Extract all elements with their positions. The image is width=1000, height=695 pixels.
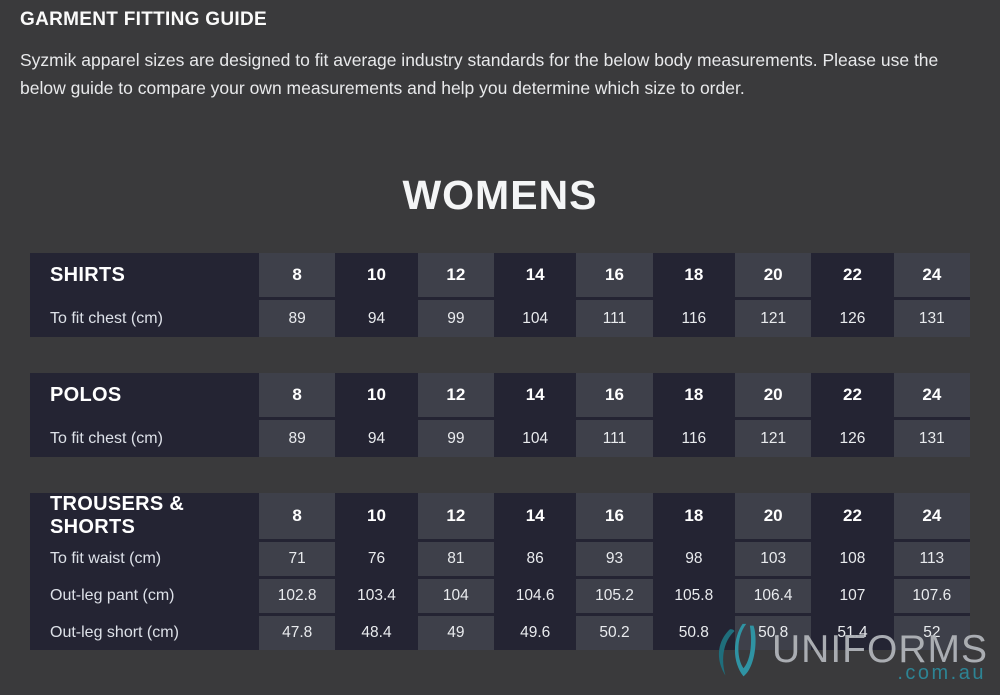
- size-header-cell: 20: [735, 493, 812, 539]
- row-label: To fit waist (cm): [30, 542, 256, 576]
- size-header-cell: 10: [338, 253, 415, 297]
- value-cell: 81: [417, 542, 494, 576]
- value-cell: 116: [655, 420, 732, 457]
- value-cell: 50.8: [735, 616, 812, 650]
- value-cell: 121: [735, 300, 812, 337]
- value-cell: 104: [417, 579, 494, 613]
- size-header-cell: 12: [417, 373, 494, 417]
- section-title-womens: WOMENS: [402, 172, 598, 218]
- value-cell: 131: [893, 300, 970, 337]
- logo-tld-text: .com.au: [897, 662, 986, 684]
- uniforms-logo: UNIFORMS .com.au: [710, 621, 988, 684]
- logo-wordmark-wrap: UNIFORMS .com.au: [772, 628, 988, 684]
- size-header-cell: 10: [338, 493, 415, 539]
- value-cell: 89: [259, 420, 336, 457]
- size-header-cell: 20: [735, 253, 812, 297]
- value-cell: 49.6: [497, 616, 574, 650]
- uniforms-u-leaf-icon: [718, 623, 756, 677]
- size-header-cell: 18: [655, 253, 732, 297]
- value-cell: 104: [497, 300, 574, 337]
- size-table-polos: POLOS 8 10 12 14 16 18 20 22 24 To fit chest (cm) 8…: [30, 373, 970, 457]
- size-header-cell: 10: [338, 373, 415, 417]
- value-cell: 106.4: [735, 579, 812, 613]
- size-header-cell: 18: [655, 373, 732, 417]
- value-cell: 111: [576, 420, 653, 457]
- size-header-cell: 12: [417, 493, 494, 539]
- value-cell: 105.2: [576, 579, 653, 613]
- size-header-cell: 18: [655, 493, 732, 539]
- page-title: GARMENT FITTING GUIDE: [20, 9, 267, 30]
- table-title: SHIRTS: [30, 253, 256, 297]
- value-cell: 52: [893, 616, 970, 650]
- value-cell: 111: [576, 300, 653, 337]
- size-header-cell: 12: [417, 253, 494, 297]
- value-cell: 48.4: [338, 616, 415, 650]
- table-title: POLOS: [30, 373, 256, 417]
- size-header-cell: 22: [814, 253, 891, 297]
- table-title: TROUSERS & SHORTS: [30, 493, 256, 539]
- size-header-cell: 16: [576, 493, 653, 539]
- value-cell: 71: [259, 542, 336, 576]
- size-header-cell: 8: [259, 493, 336, 539]
- value-cell: 103.4: [338, 579, 415, 613]
- size-header-cell: 24: [893, 493, 970, 539]
- size-header-cell: 8: [259, 253, 336, 297]
- value-cell: 107.6: [893, 579, 970, 613]
- value-cell: 98: [655, 542, 732, 576]
- value-cell: 50.8: [655, 616, 732, 650]
- value-cell: 126: [814, 300, 891, 337]
- value-cell: 108: [814, 542, 891, 576]
- value-cell: 131: [893, 420, 970, 457]
- size-table-trousers-shorts: TROUSERS & SHORTS 8 10 12 14 16 18 20 22 24 To fit…: [30, 493, 970, 650]
- value-cell: 93: [576, 542, 653, 576]
- value-cell: 50.2: [576, 616, 653, 650]
- logo-brand-text: UNIFORMS: [772, 628, 988, 671]
- value-cell: 121: [735, 420, 812, 457]
- row-label: Out-leg short (cm): [30, 616, 256, 650]
- size-header-cell: 14: [497, 253, 574, 297]
- value-cell: 94: [338, 420, 415, 457]
- row-label: To fit chest (cm): [30, 300, 256, 337]
- row-label: To fit chest (cm): [30, 420, 256, 457]
- size-header-cell: 22: [814, 493, 891, 539]
- size-header-cell: 14: [497, 373, 574, 417]
- size-header-cell: 8: [259, 373, 336, 417]
- value-cell: 47.8: [259, 616, 336, 650]
- value-cell: 86: [497, 542, 574, 576]
- value-cell: 104.6: [497, 579, 574, 613]
- size-header-cell: 16: [576, 253, 653, 297]
- value-cell: 103: [735, 542, 812, 576]
- value-cell: 51.4: [814, 616, 891, 650]
- value-cell: 49: [417, 616, 494, 650]
- intro-text: Syzmik apparel sizes are designed to fit…: [20, 50, 939, 98]
- size-header-cell: 20: [735, 373, 812, 417]
- size-header-cell: 24: [893, 253, 970, 297]
- row-label: Out-leg pant (cm): [30, 579, 256, 613]
- value-cell: 102.8: [259, 579, 336, 613]
- value-cell: 104: [497, 420, 574, 457]
- value-cell: 113: [893, 542, 970, 576]
- value-cell: 107: [814, 579, 891, 613]
- size-header-cell: 14: [497, 493, 574, 539]
- value-cell: 105.8: [655, 579, 732, 613]
- value-cell: 126: [814, 420, 891, 457]
- value-cell: 99: [417, 420, 494, 457]
- size-header-cell: 24: [893, 373, 970, 417]
- size-header-cell: 16: [576, 373, 653, 417]
- value-cell: 94: [338, 300, 415, 337]
- size-header-cell: 22: [814, 373, 891, 417]
- value-cell: 89: [259, 300, 336, 337]
- value-cell: 99: [417, 300, 494, 337]
- value-cell: 116: [655, 300, 732, 337]
- size-table-shirts: SHIRTS 8 10 12 14 16 18 20 22 24 To fit chest (cm)…: [30, 253, 970, 337]
- value-cell: 76: [338, 542, 415, 576]
